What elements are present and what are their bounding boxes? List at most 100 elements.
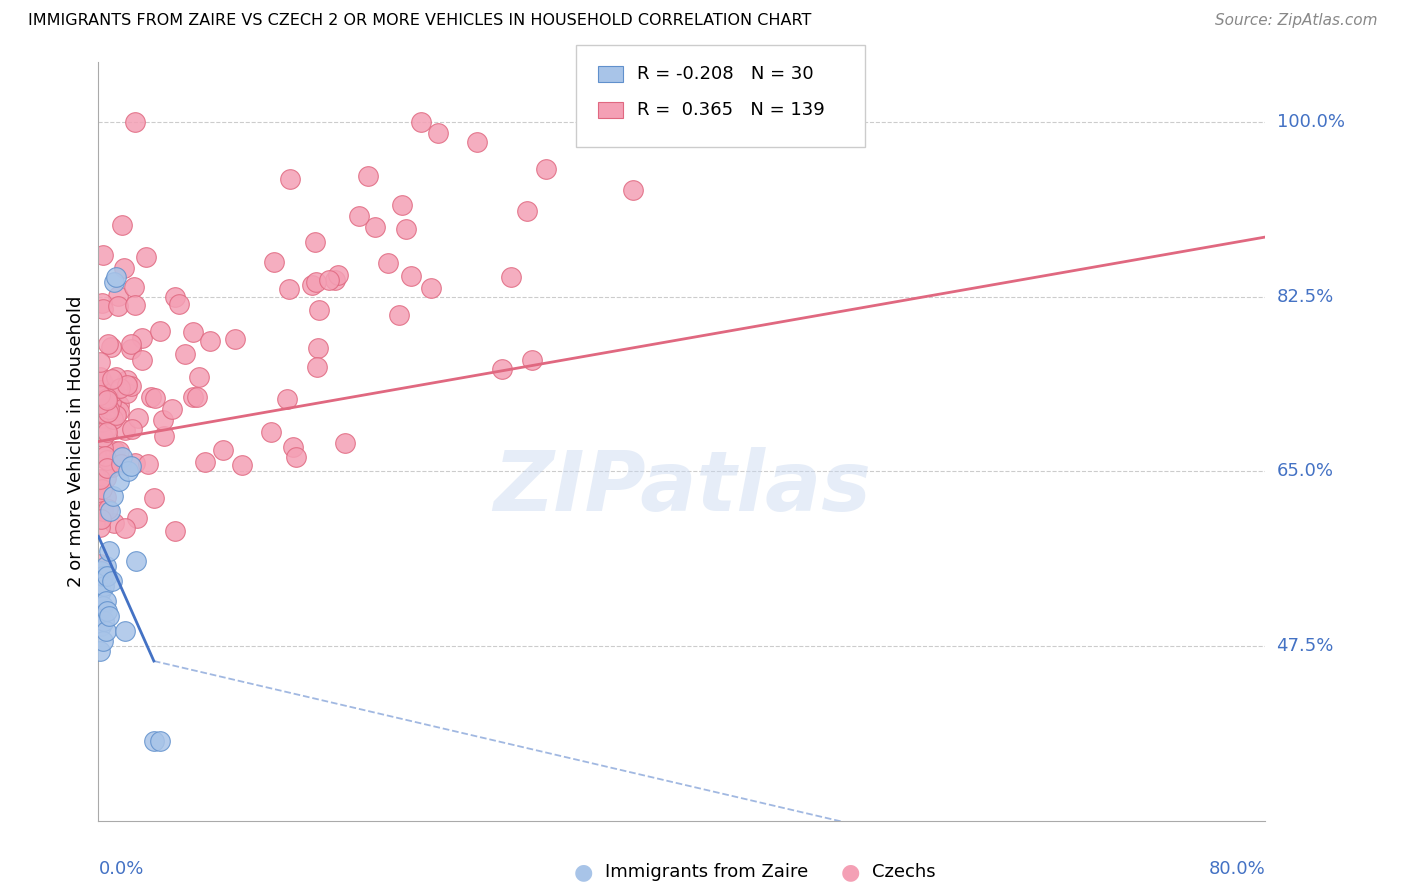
Point <box>96 425 118 439</box>
Point <box>89 558 111 572</box>
Point <box>89 369 111 384</box>
Point <box>100 460 122 475</box>
Point <box>491 362 513 376</box>
Point <box>115 373 138 387</box>
Text: ZIPatlas: ZIPatlas <box>494 447 870 527</box>
Point <box>100 340 122 354</box>
Point <box>91 504 114 518</box>
Point <box>103 412 125 426</box>
Point <box>97 404 120 418</box>
Point <box>186 390 208 404</box>
Point <box>96 461 118 475</box>
Point <box>108 403 131 417</box>
Point <box>107 382 129 396</box>
Point <box>90 512 112 526</box>
Point <box>89 394 111 409</box>
Point <box>90 482 112 496</box>
Point <box>111 450 134 464</box>
Point <box>94 407 117 421</box>
Point <box>114 624 136 639</box>
Point <box>124 456 146 470</box>
Point <box>91 569 114 583</box>
Point <box>181 390 204 404</box>
Point <box>349 209 371 223</box>
Point <box>90 619 112 633</box>
Point <box>520 352 543 367</box>
Point <box>278 172 301 186</box>
Text: 80.0%: 80.0% <box>1209 860 1265 878</box>
Point <box>283 440 305 454</box>
Point <box>198 334 221 348</box>
Text: 0.0%: 0.0% <box>98 860 143 878</box>
Point <box>110 457 132 471</box>
Point <box>103 384 125 398</box>
Point <box>96 569 118 583</box>
Point <box>96 452 118 467</box>
Point <box>499 269 522 284</box>
Point <box>125 554 148 568</box>
Point <box>301 277 323 292</box>
Point <box>91 301 114 316</box>
Point <box>534 162 557 177</box>
Point <box>211 442 233 457</box>
Point <box>465 136 488 150</box>
Y-axis label: 2 or more Vehicles in Household: 2 or more Vehicles in Household <box>66 296 84 587</box>
Point <box>307 360 329 375</box>
Point <box>89 604 111 618</box>
Point <box>91 451 114 466</box>
Point <box>94 403 117 417</box>
Point <box>104 370 127 384</box>
Point <box>395 221 418 235</box>
Point <box>97 544 120 558</box>
Point <box>98 401 121 416</box>
Point <box>101 372 124 386</box>
Point <box>91 500 114 514</box>
Point <box>104 269 127 284</box>
Point <box>328 268 350 282</box>
Point <box>89 520 111 534</box>
Point <box>108 475 131 489</box>
Text: IMMIGRANTS FROM ZAIRE VS CZECH 2 OR MORE VEHICLES IN HOUSEHOLD CORRELATION CHART: IMMIGRANTS FROM ZAIRE VS CZECH 2 OR MORE… <box>28 13 811 29</box>
Point <box>127 411 149 425</box>
Point <box>117 465 139 479</box>
Point <box>120 342 142 356</box>
Point <box>122 280 145 294</box>
Point <box>391 198 413 212</box>
Point <box>89 610 111 624</box>
Point <box>149 734 172 748</box>
Point <box>91 442 114 456</box>
Point <box>112 260 135 275</box>
Point <box>318 273 340 287</box>
Point <box>364 219 387 234</box>
Point <box>142 734 165 748</box>
Point <box>94 449 117 463</box>
Text: 100.0%: 100.0% <box>1277 113 1344 131</box>
Point <box>153 429 176 443</box>
Point <box>90 393 112 408</box>
Point <box>100 395 122 409</box>
Point <box>115 386 138 401</box>
Point <box>104 443 127 458</box>
Point <box>181 326 204 340</box>
Point <box>97 337 120 351</box>
Point <box>90 564 112 578</box>
Point <box>107 299 129 313</box>
Point <box>108 381 131 395</box>
Point <box>100 574 122 589</box>
Point <box>94 559 117 574</box>
Point <box>169 297 191 311</box>
Point <box>89 355 111 369</box>
Point <box>96 392 118 406</box>
Point <box>96 423 118 437</box>
Point <box>97 502 120 516</box>
Point <box>357 169 380 184</box>
Text: 47.5%: 47.5% <box>1277 637 1334 655</box>
Point <box>89 472 111 486</box>
Point <box>121 422 143 436</box>
Point <box>335 436 357 450</box>
Point <box>97 609 120 624</box>
Point <box>623 183 645 197</box>
Point <box>91 599 114 614</box>
Point <box>114 423 136 437</box>
Text: ●: ● <box>841 863 860 882</box>
